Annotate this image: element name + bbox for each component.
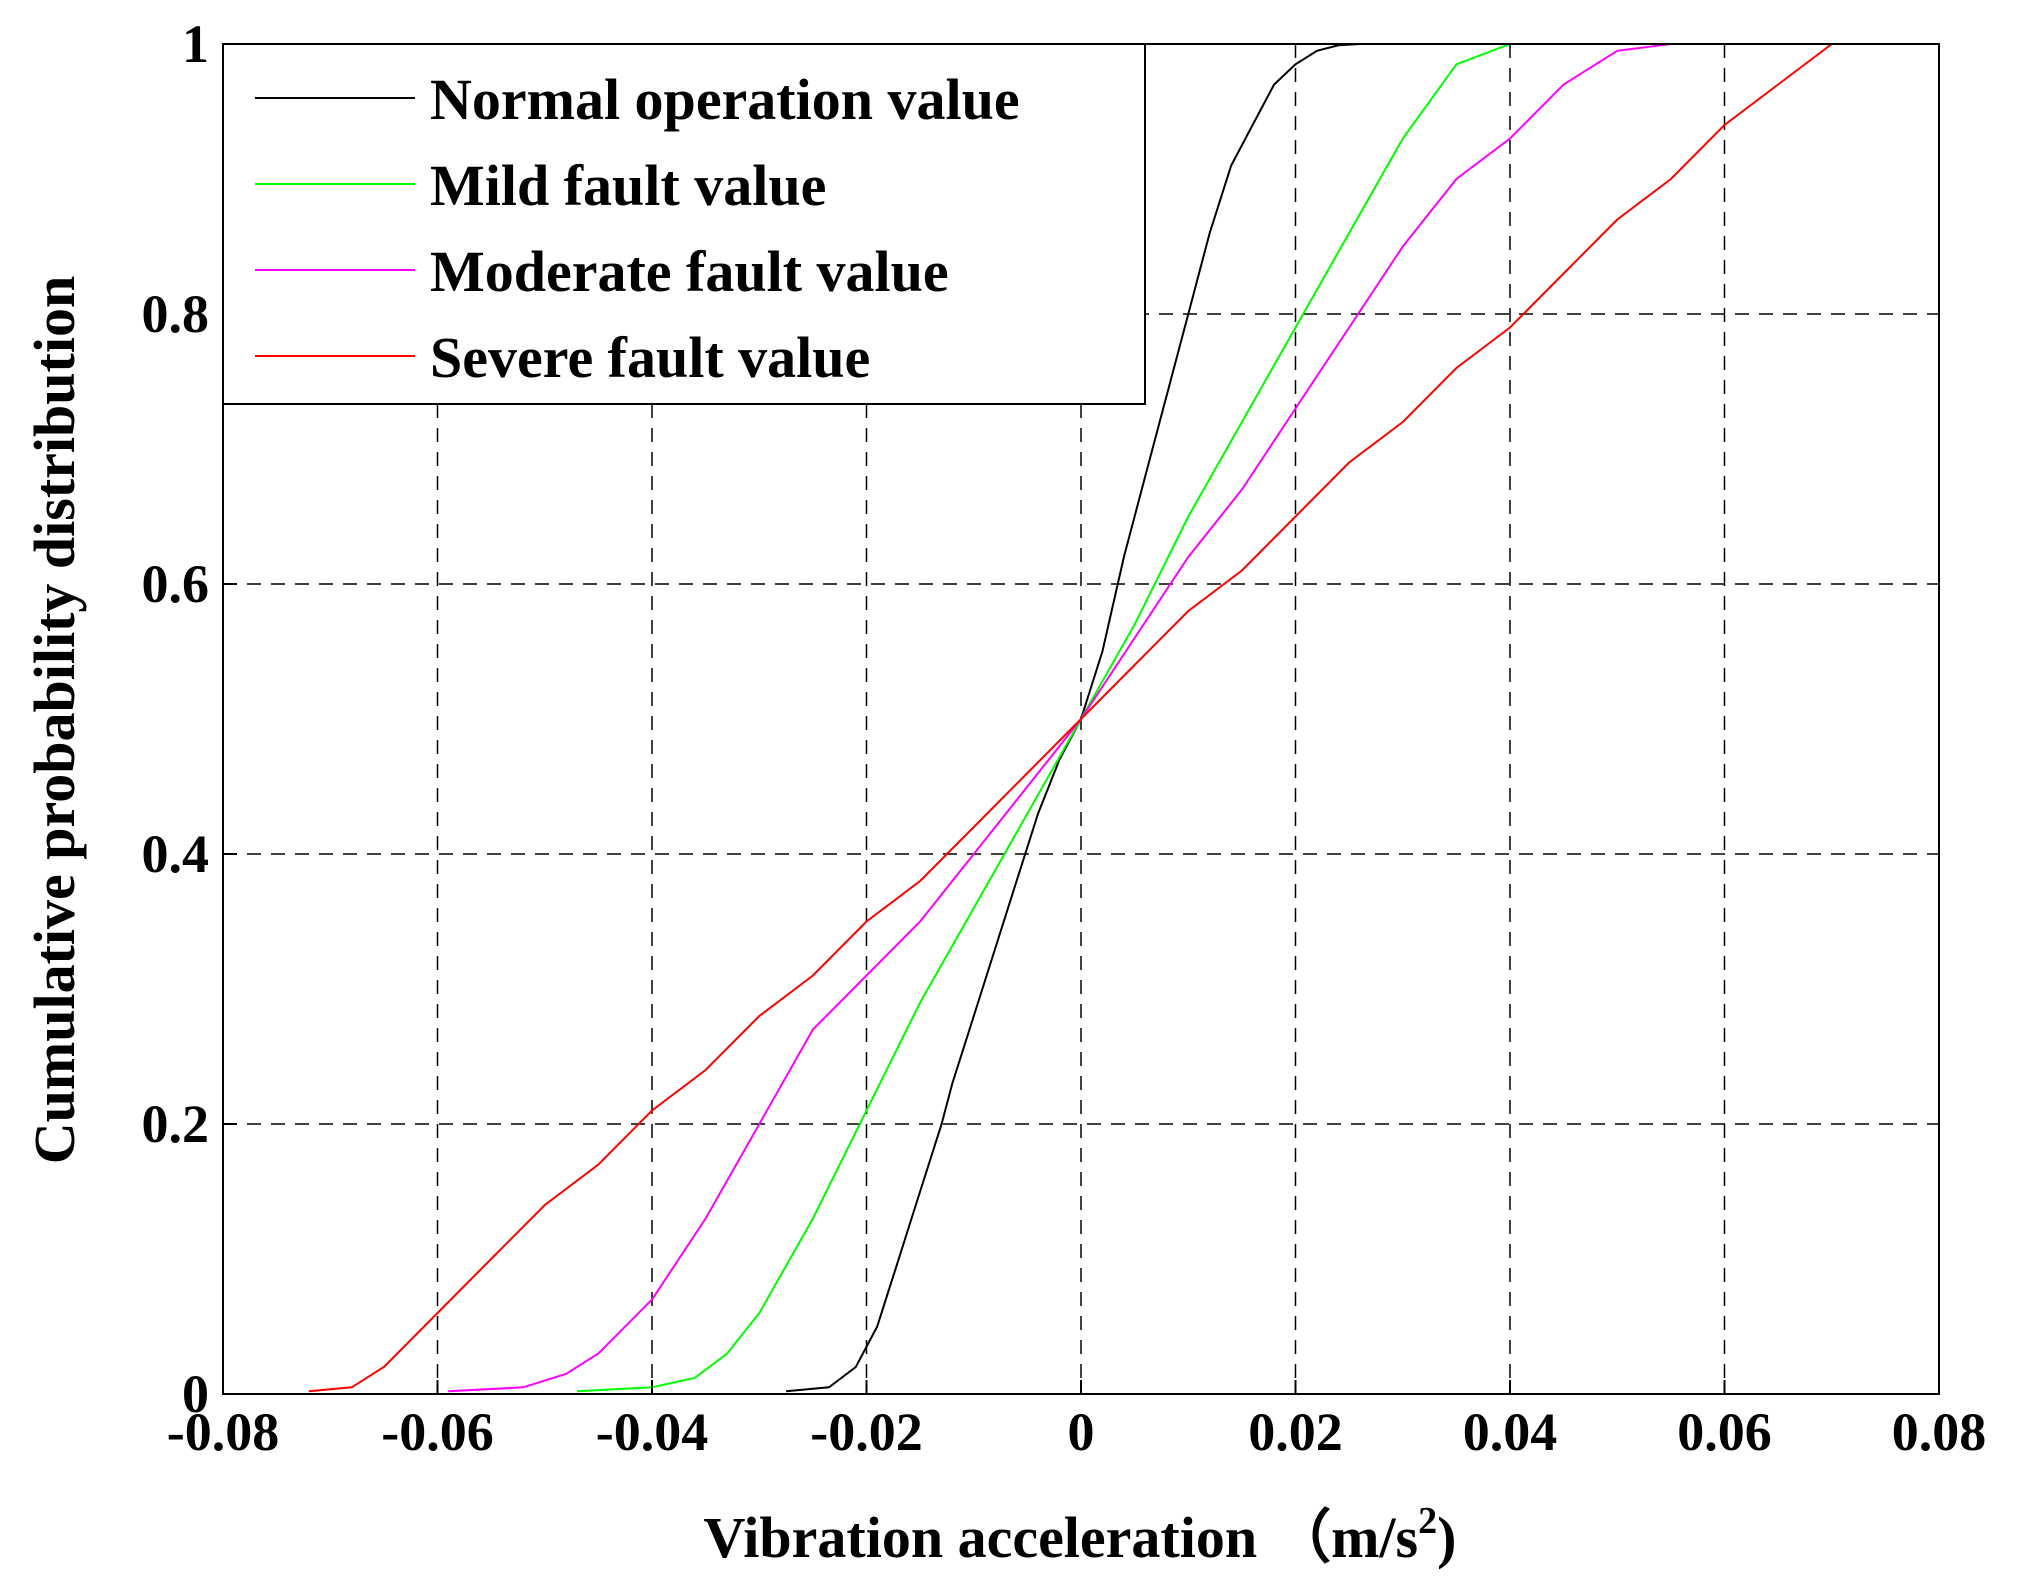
data-series: [308, 43, 1875, 1393]
x-tick-label: -0.06: [381, 1402, 493, 1462]
x-tick-label: -0.04: [596, 1402, 708, 1462]
series-line-2: [576, 43, 1575, 1393]
y-tick-label: 0.8: [142, 284, 210, 344]
y-tick-label: 0.2: [142, 1094, 210, 1154]
y-tick-label: 0: [182, 1364, 209, 1424]
y-axis-ticks: 0 0.2 0.4 0.6 0.8 1: [142, 14, 237, 1424]
legend-label: Severe fault value: [430, 325, 870, 390]
x-tick-label: 0: [1068, 1402, 1095, 1462]
legend-box: [222, 43, 1146, 405]
y-tick-label: 0.4: [142, 824, 210, 884]
x-tick-label: 0.04: [1463, 1402, 1558, 1462]
y-axis-title: Cumulative probability distribution: [22, 276, 87, 1164]
x-axis-ticks: -0.08 -0.06 -0.04 -0.02 0 0.02 0.04 0.06 0.08: [167, 1380, 1986, 1462]
series-line-4: [308, 43, 1875, 1393]
x-axis-title: Vibration acceleration （m/s2): [704, 1500, 1457, 1570]
legend-label: Normal operation value: [430, 67, 1020, 132]
x-tick-label: -0.02: [810, 1402, 922, 1462]
y-tick-label: 0.6: [142, 554, 210, 614]
x-tick-label: 0.08: [1892, 1402, 1987, 1462]
legend-label: Moderate fault value: [430, 239, 949, 304]
x-tick-label: 0.02: [1248, 1402, 1343, 1462]
x-tick-label: 0.06: [1677, 1402, 1772, 1462]
legend: Normal operation value Mild fault value Mo…: [222, 43, 1146, 405]
y-tick-label: 1: [182, 14, 209, 74]
x-tick-label: -0.08: [167, 1402, 279, 1462]
legend-label: Mild fault value: [430, 153, 826, 218]
